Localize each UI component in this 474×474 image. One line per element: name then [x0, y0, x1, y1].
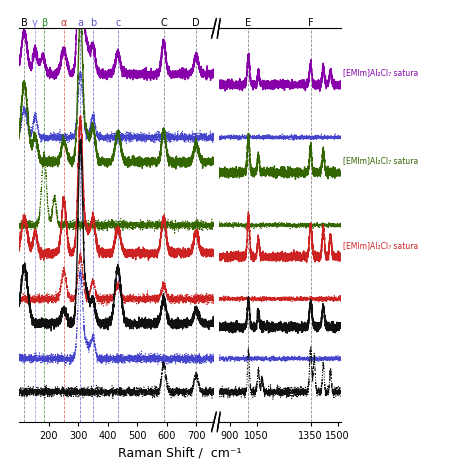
Text: [EMIm]Al₂Cl₇ satura: [EMIm]Al₂Cl₇ satura	[343, 156, 419, 165]
Text: c: c	[115, 18, 120, 28]
Text: b: b	[90, 18, 96, 28]
Text: F: F	[308, 18, 313, 28]
Text: α: α	[61, 18, 67, 28]
Text: Raman Shift /  cm⁻¹: Raman Shift / cm⁻¹	[118, 447, 242, 460]
Text: B: B	[21, 18, 27, 28]
Text: D: D	[192, 18, 200, 28]
Text: [EMIm]Al₂Cl₇ satura: [EMIm]Al₂Cl₇ satura	[343, 69, 419, 78]
Text: E: E	[246, 18, 252, 28]
Text: [EMIm]Al₂Cl₇ satura: [EMIm]Al₂Cl₇ satura	[343, 241, 419, 250]
Text: γ: γ	[32, 18, 38, 28]
Text: a: a	[77, 18, 83, 28]
Text: β: β	[41, 18, 47, 28]
Text: C: C	[160, 18, 167, 28]
